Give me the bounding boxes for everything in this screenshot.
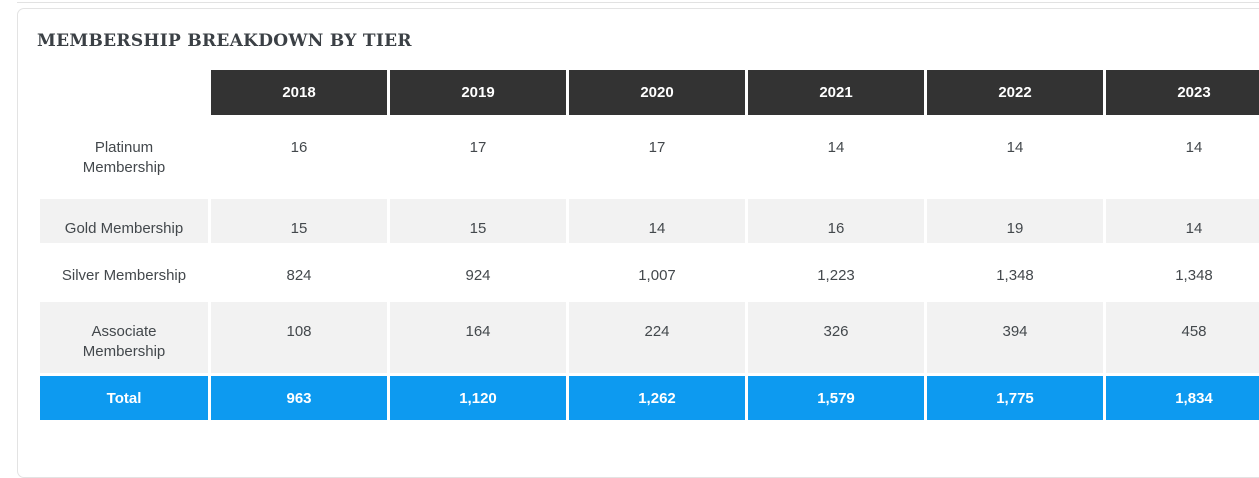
row-label: Platinum Membership — [82, 139, 166, 177]
value-cell: 458 — [1106, 302, 1259, 373]
total-value-cell: 1,775 — [927, 376, 1103, 420]
value-cell: 15 — [390, 199, 566, 243]
table-row-total: Total 963 1,120 1,262 1,579 1,775 1,834 — [40, 376, 1259, 420]
membership-card: MEMBERSHIP BREAKDOWN BY TIER 2018 2019 2… — [17, 8, 1259, 478]
value-cell: 17 — [648, 139, 666, 156]
row-label: Gold Membership — [40, 199, 208, 243]
table-row-associate: Associate Membership 108 164 224 326 394… — [40, 302, 1259, 373]
value-cell: 1,348 — [996, 267, 1034, 284]
year-header-2018: 2018 — [211, 70, 387, 115]
value-cell: 108 — [211, 302, 387, 373]
total-value-cell: 963 — [211, 376, 387, 420]
value-cell: 1,348 — [1175, 267, 1213, 284]
row-label: Associate Membership — [40, 302, 208, 373]
page-title: MEMBERSHIP BREAKDOWN BY TIER — [37, 31, 412, 51]
value-cell: 14 — [1006, 139, 1024, 156]
year-header-2021: 2021 — [748, 70, 924, 115]
corner-cell — [40, 70, 208, 115]
value-cell: 15 — [211, 199, 387, 243]
total-value-cell: 1,834 — [1106, 376, 1259, 420]
value-cell: 14 — [827, 139, 845, 156]
value-cell: 16 — [290, 139, 308, 156]
year-header-2020: 2020 — [569, 70, 745, 115]
top-divider — [17, 2, 1259, 3]
value-cell: 14 — [1106, 199, 1259, 243]
total-value-cell: 1,262 — [569, 376, 745, 420]
year-header-2023: 2023 — [1106, 70, 1259, 115]
table-row-gold: Gold Membership 15 15 14 16 19 14 — [40, 199, 1259, 243]
value-cell: 16 — [748, 199, 924, 243]
value-cell: 14 — [1185, 139, 1203, 156]
table-row-platinum: Platinum Membership 16 17 17 14 14 14 — [40, 118, 1259, 196]
row-label: Silver Membership — [61, 267, 187, 284]
header-row: 2018 2019 2020 2021 2022 2023 — [40, 70, 1259, 115]
total-value-cell: 1,120 — [390, 376, 566, 420]
year-header-2019: 2019 — [390, 70, 566, 115]
value-cell: 224 — [569, 302, 745, 373]
value-cell: 17 — [469, 139, 487, 156]
table-row-silver: Silver Membership 824 924 1,007 1,223 1,… — [40, 246, 1259, 299]
value-cell: 326 — [748, 302, 924, 373]
value-cell: 1,223 — [817, 267, 855, 284]
value-cell: 824 — [286, 267, 312, 284]
value-cell: 394 — [927, 302, 1103, 373]
value-cell: 19 — [927, 199, 1103, 243]
value-cell: 14 — [569, 199, 745, 243]
value-cell: 1,007 — [638, 267, 676, 284]
membership-table: 2018 2019 2020 2021 2022 2023 Platinum M… — [37, 67, 1259, 423]
value-cell: 164 — [390, 302, 566, 373]
value-cell: 924 — [465, 267, 491, 284]
total-label: Total — [40, 376, 208, 420]
total-value-cell: 1,579 — [748, 376, 924, 420]
year-header-2022: 2022 — [927, 70, 1103, 115]
